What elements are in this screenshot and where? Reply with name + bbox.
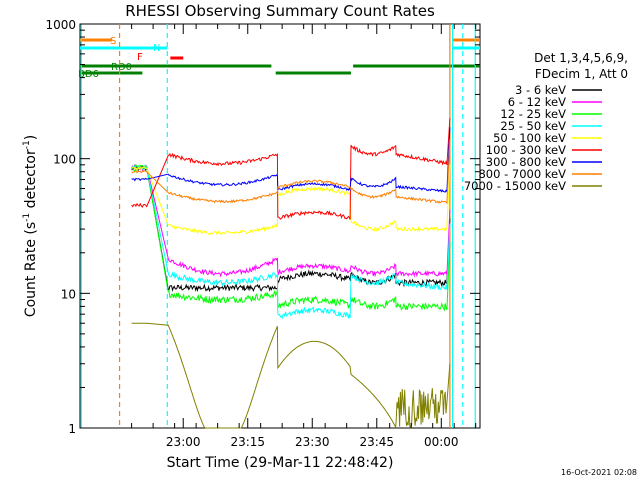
y-tick-label: 1000 [45, 18, 76, 32]
saa-flag-label: S [110, 36, 116, 47]
series-line [131, 127, 451, 193]
bd6-flag-label: BD6 [78, 69, 99, 80]
legend: Det 1,3,4,5,6,9, FDecim 1, Att 0 3 - 6 k… [464, 51, 628, 193]
legend-header-2: FDecim 1, Att 0 [535, 67, 628, 81]
x-tick-label: 23:15 [230, 435, 265, 449]
x-tick-label: 23:30 [295, 435, 330, 449]
rd0-flag-label: RD0 [111, 62, 132, 73]
legend-entry-label: 25 - 50 keV [500, 119, 566, 133]
legend-entry-label: 6 - 12 keV [508, 95, 566, 109]
series-line [131, 322, 451, 430]
legend-header-1: Det 1,3,4,5,6,9, [534, 51, 628, 65]
series-line [131, 164, 451, 278]
x-axis-label: Start Time (29-Mar-11 22:48:42) [167, 455, 394, 471]
series-line [131, 138, 451, 205]
plot-frame [79, 23, 481, 429]
y-axis-label-end: ) [23, 135, 39, 140]
x-tick-label: 00:00 [424, 435, 459, 449]
flare-flag-label: F [137, 52, 143, 63]
legend-entry-label: 800 - 7000 keV [478, 167, 566, 181]
y-tick-label: 10 [61, 287, 76, 301]
series-line [131, 164, 451, 293]
y-axis-label-sup2: -1 [22, 140, 32, 149]
generation-timestamp: 16-Oct-2021 02:08 [561, 468, 637, 477]
series-line [131, 118, 451, 220]
legend-entry-label: 100 - 300 keV [486, 143, 566, 157]
y-axis-label-sup1: -1 [22, 213, 32, 222]
legend-entry-label: 12 - 25 keV [500, 107, 566, 121]
legend-entry-label: 7000 - 15000 keV [464, 179, 566, 193]
legend-entry-label: 50 - 100 keV [493, 131, 566, 145]
time-markers [80, 24, 476, 428]
y-tick-label: 100 [53, 153, 76, 167]
series-line [131, 164, 451, 236]
series-line [131, 163, 451, 312]
y-axis-label-main: Count Rate (s [23, 222, 39, 317]
axis-ticks: 1 10 100 1000 23:00 23:15 23:30 23:45 00:00 [45, 18, 480, 449]
x-tick-label: 23:45 [359, 435, 394, 449]
legend-entry-label: 3 - 6 keV [515, 83, 566, 97]
x-tick-label: 23:00 [166, 435, 201, 449]
y-axis-label-mid: detector [23, 149, 39, 213]
legend-entry-label: 300 - 800 keV [486, 155, 566, 169]
observing-flags: S NF RD0 BD6 [78, 36, 480, 80]
series-line [131, 164, 451, 320]
y-tick-label: 1 [68, 422, 76, 436]
series-layer [131, 118, 451, 430]
y-axis-label: Count Rate (s-1 detector-1) [22, 135, 39, 317]
chart-title: RHESSI Observing Summary Count Rates [125, 2, 435, 20]
night-flag-label: N [153, 43, 160, 54]
